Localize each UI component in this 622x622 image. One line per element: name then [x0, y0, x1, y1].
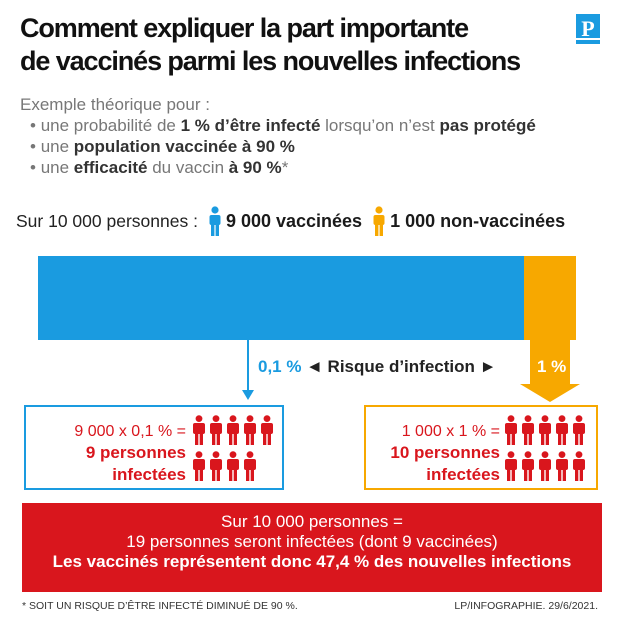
title-line-1: Comment expliquer la part importante [20, 13, 469, 43]
risk-vaccinated: 0,1 % [258, 357, 302, 376]
infected-person-icon [210, 451, 222, 481]
summary-line-1: Sur 10 000 personnes = [221, 512, 403, 531]
infected-person-icon [244, 415, 256, 445]
legend-unvaccinated: 1 000 non-vaccinées [362, 206, 565, 236]
footnote: * SOIT UN RISQUE D’ÊTRE INFECTÉ DIMINUÉ … [22, 600, 298, 612]
logo-letter: P [581, 16, 594, 41]
legend-vaccinated-label: 9 000 vaccinées [225, 210, 363, 231]
unvaccinated-calc: 1 000 x 1 % = 10 personnes infectées [390, 423, 500, 484]
infected-person-icon [244, 451, 256, 481]
vaccinated-infection-box: 9 000 x 0,1 % = 9 personnes infectées [24, 405, 284, 490]
person-blue-icon [209, 206, 221, 236]
unvaccinated-share-bar [524, 256, 576, 340]
infected-person-icon [573, 451, 585, 481]
summary-line-2: 19 personnes seront infectées (dont 9 va… [126, 532, 498, 551]
infected-person-icon [210, 415, 222, 445]
summary-box: Sur 10 000 personnes = 19 personnes sero… [22, 503, 602, 592]
infected-person-icon [556, 415, 568, 445]
unvaccinated-infection-box: 1 000 x 1 % = 10 personnes infectées [364, 405, 598, 490]
le-parisien-logo-icon: P [576, 14, 600, 44]
summary-line-3: Les vaccinés représentent donc 47,4 % de… [52, 552, 572, 571]
person-yellow-icon [373, 206, 385, 236]
vaccinated-infected-people [193, 415, 273, 481]
infected-person-icon [539, 415, 551, 445]
population-legend: Sur 10 000 personnes : 9 000 vaccinées 1… [16, 206, 616, 236]
vaccinated-calc: 9 000 x 0,1 % = 9 personnes infectées [74, 423, 186, 484]
infected-person-icon [573, 415, 585, 445]
legend-unvaccinated-label: 1 000 non-vaccinées [390, 210, 566, 231]
intro-bullet-2: • une population vaccinée à 90 % [30, 137, 295, 156]
infected-person-icon [505, 415, 517, 445]
infected-person-icon [522, 451, 534, 481]
population-lead: Sur 10 000 personnes : [16, 210, 198, 231]
infected-person-icon [505, 451, 517, 481]
infected-person-icon [522, 415, 534, 445]
infected-person-icon [539, 451, 551, 481]
unvaccinated-infected-people [505, 415, 585, 481]
intro-bullet-1: • une probabilité de 1 % d’être infecté … [30, 116, 536, 135]
infected-person-icon [193, 451, 205, 481]
infected-person-icon [193, 415, 205, 445]
intro-heading: Exemple théorique pour : [20, 95, 210, 114]
legend-vaccinated: 9 000 vaccinées [198, 206, 362, 236]
infected-person-icon [227, 451, 239, 481]
yellow-arrow [520, 340, 580, 402]
title-line-2: de vaccinés parmi les nouvelles infectio… [20, 46, 521, 76]
risk-label: ◄ Risque d’infection ► [306, 357, 497, 376]
risk-unvaccinated: 1 % [537, 357, 567, 376]
infected-person-icon [227, 415, 239, 445]
infected-person-icon [261, 415, 273, 445]
vaccinated-share-bar [38, 256, 524, 340]
intro-text: Exemple théorique pour : • une probabili… [20, 94, 610, 178]
infected-person-icon [556, 451, 568, 481]
credit: LP/INFOGRAPHIE. 29/6/2021. [454, 600, 598, 612]
intro-bullet-3: • une efficacité du vaccin à 90 %* [30, 158, 289, 177]
blue-arrow-head [242, 390, 254, 400]
page-title: Comment expliquer la part importante de … [20, 12, 560, 78]
